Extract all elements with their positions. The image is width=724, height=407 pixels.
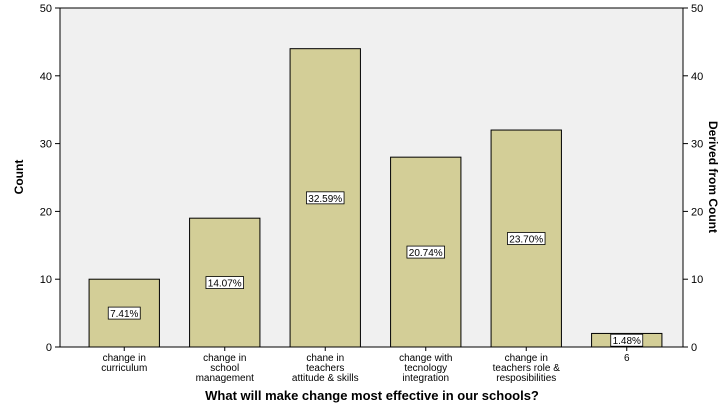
right-tick-label: 50 xyxy=(691,3,703,15)
left-tick-label: 30 xyxy=(40,139,52,151)
data-label: 23.70% xyxy=(509,235,543,246)
data-label: 1.48% xyxy=(613,336,641,347)
left-tick-label: 50 xyxy=(40,3,52,15)
data-label-box xyxy=(507,232,546,245)
category-label: chane in teachers attitude & skills xyxy=(292,353,359,384)
data-label-box xyxy=(205,276,244,289)
category-label-line: change with xyxy=(399,353,452,364)
category-label-line: change in xyxy=(203,353,246,364)
category-label-line: curriculum xyxy=(101,363,147,374)
plot-area xyxy=(59,7,684,348)
category-label-line: change in xyxy=(505,353,548,364)
data-label-box xyxy=(306,191,345,205)
category-label-line: attitude & skills xyxy=(292,373,359,384)
left-tick-label: 40 xyxy=(40,71,52,83)
x-axis-title: What will make change most effective in … xyxy=(205,388,539,403)
category-label-line: management xyxy=(196,373,255,384)
left-tick-label: 20 xyxy=(40,206,52,218)
right-tick-label: 10 xyxy=(691,274,703,286)
right-tick-label: 20 xyxy=(691,206,703,218)
category-label: change in school management xyxy=(196,353,255,384)
data-label: 7.41% xyxy=(110,309,138,320)
left-tick-label: 10 xyxy=(40,274,52,286)
category-label-line: resposibilities xyxy=(496,373,556,384)
category-label-line: 6 xyxy=(624,353,630,364)
category-label-line: integration xyxy=(402,373,449,384)
category-label-line: change in xyxy=(103,353,146,364)
data-label: 20.74% xyxy=(409,248,443,259)
right-tick-label: 0 xyxy=(691,342,697,354)
data-label-box xyxy=(406,245,445,259)
data-label: 14.07% xyxy=(208,279,242,290)
category-label-line: teachers role & xyxy=(493,363,561,374)
right-y-axis: 0 10 20 30 40 50 xyxy=(683,3,703,354)
category-label: change in teachers role & resposibilities xyxy=(493,353,561,384)
category-label: 6 xyxy=(624,353,630,364)
y-axis-title: Count xyxy=(12,160,26,195)
category-label: change in curriculum xyxy=(101,353,147,374)
data-label-box xyxy=(107,306,141,320)
right-tick-label: 40 xyxy=(691,71,703,83)
y2-axis-title: Derived from Count xyxy=(706,121,720,233)
category-label-line: teachers xyxy=(306,363,344,374)
data-label-box xyxy=(610,333,644,347)
left-y-axis: 0 10 20 30 40 50 xyxy=(40,3,60,354)
left-tick-label: 0 xyxy=(46,342,52,354)
right-tick-label: 30 xyxy=(691,139,703,151)
category-label: change with tecnology integration xyxy=(399,353,452,384)
bars-group: 7.41% 14.07% 32.59% 20.74% 23.70% 1.48% xyxy=(88,48,663,348)
category-label-line: school xyxy=(210,363,239,374)
category-label-line: chane in xyxy=(306,353,344,364)
category-label-line: tecnology xyxy=(404,363,447,374)
data-label: 32.59% xyxy=(308,194,342,205)
